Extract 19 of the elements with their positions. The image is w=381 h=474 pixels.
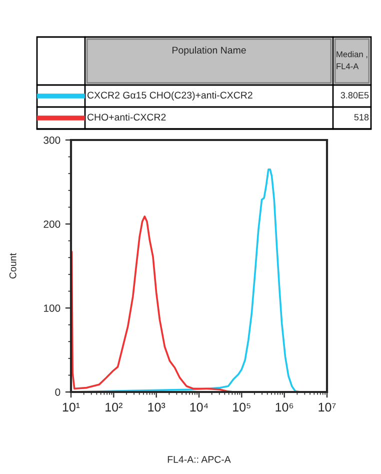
y-tick-label: 200 (44, 220, 60, 228)
x-tick-label: 10⁵ (233, 402, 250, 412)
y-axis-title: Count (9, 253, 16, 278)
x-tick-label: 10⁴ (190, 402, 208, 412)
y-tick-label: 100 (44, 304, 60, 312)
text: 3.80E5 (340, 92, 369, 98)
x-tick-label: 10⁶ (276, 402, 294, 412)
text: Population Name (172, 46, 246, 56)
legend-label: CHO+anti-CXCR2 (87, 113, 166, 121)
x-tick-label: 10³ (148, 402, 166, 412)
x-tick-label: 10⁷ (318, 402, 336, 412)
x-tick-label: 10¹ (62, 402, 80, 412)
x-tick-label: 10² (106, 402, 122, 412)
text: 518 (354, 114, 369, 120)
text: Median , FL4-A (336, 51, 368, 70)
y-tick-label: 300 (44, 136, 60, 144)
y-tick-label: 0 (55, 388, 60, 396)
legend-label: CXCR2 Gα15 CHO(C23)+anti-CXCR2 (87, 91, 252, 101)
x-axis-title: FL4-A:: APC-A (168, 456, 231, 463)
